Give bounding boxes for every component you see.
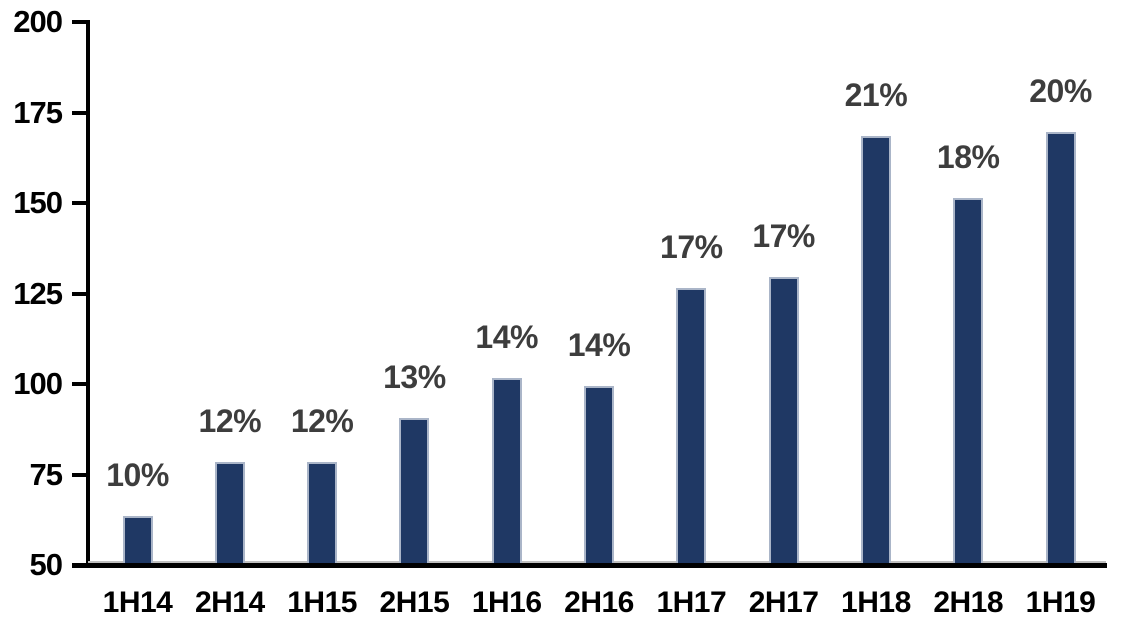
x-tick-label: 2H18 xyxy=(933,586,1004,619)
bar-2H18 xyxy=(953,198,984,563)
x-tick-label: 1H15 xyxy=(287,586,357,619)
y-tick-mark xyxy=(72,291,88,296)
y-tick-mark xyxy=(72,20,88,25)
x-axis-line xyxy=(72,563,1107,568)
bar-1H16 xyxy=(491,378,522,563)
bar-value-label: 18% xyxy=(936,139,1000,175)
bar-1H14 xyxy=(122,516,153,563)
y-tick-label: 150 xyxy=(13,185,63,221)
x-tick-label: 1H18 xyxy=(841,586,911,619)
bar-1H19 xyxy=(1045,132,1076,563)
y-tick-mark xyxy=(72,563,88,567)
bar-2H16 xyxy=(584,386,614,563)
bar-value-label: 17% xyxy=(752,218,815,254)
bar-value-label: 12% xyxy=(198,403,262,439)
bar-value-label: 12% xyxy=(290,403,354,439)
bar-value-label: 20% xyxy=(1029,73,1092,109)
x-tick-label: 2H16 xyxy=(564,586,634,619)
bar-1H18 xyxy=(860,136,891,563)
y-tick-mark xyxy=(72,110,88,115)
y-tick-label: 75 xyxy=(29,456,63,492)
y-tick-label: 100 xyxy=(13,366,63,402)
y-tick-mark xyxy=(72,382,88,387)
bar-value-label: 21% xyxy=(844,77,908,113)
y-tick-label: 175 xyxy=(13,94,63,130)
bar-value-label: 17% xyxy=(660,229,723,265)
x-tick-label: 1H17 xyxy=(656,586,727,619)
y-tick-label: 50 xyxy=(29,547,63,582)
bar-value-label: 14% xyxy=(475,319,538,355)
x-tick-label: 1H14 xyxy=(102,586,173,619)
bar-2H15 xyxy=(399,418,430,563)
y-tick-label: 200 xyxy=(13,4,63,40)
x-tick-label: 1H16 xyxy=(471,586,542,619)
bar-2H17 xyxy=(768,277,799,563)
x-tick-label: 1H19 xyxy=(1025,586,1096,619)
bar-value-label: 10% xyxy=(106,457,169,493)
y-tick-mark xyxy=(72,201,88,206)
y-tick-mark xyxy=(72,472,88,477)
bar-value-label: 14% xyxy=(567,327,631,363)
x-tick-label: 2H15 xyxy=(379,586,450,619)
x-tick-label: 2H14 xyxy=(194,586,265,619)
y-tick-label: 125 xyxy=(13,275,63,311)
y-axis-line xyxy=(86,20,90,568)
bar-1H15 xyxy=(307,462,338,563)
bar-2H14 xyxy=(214,462,245,563)
x-tick-label: 2H17 xyxy=(748,586,819,619)
bar-value-label: 13% xyxy=(383,359,446,395)
bar-1H17 xyxy=(676,288,707,563)
